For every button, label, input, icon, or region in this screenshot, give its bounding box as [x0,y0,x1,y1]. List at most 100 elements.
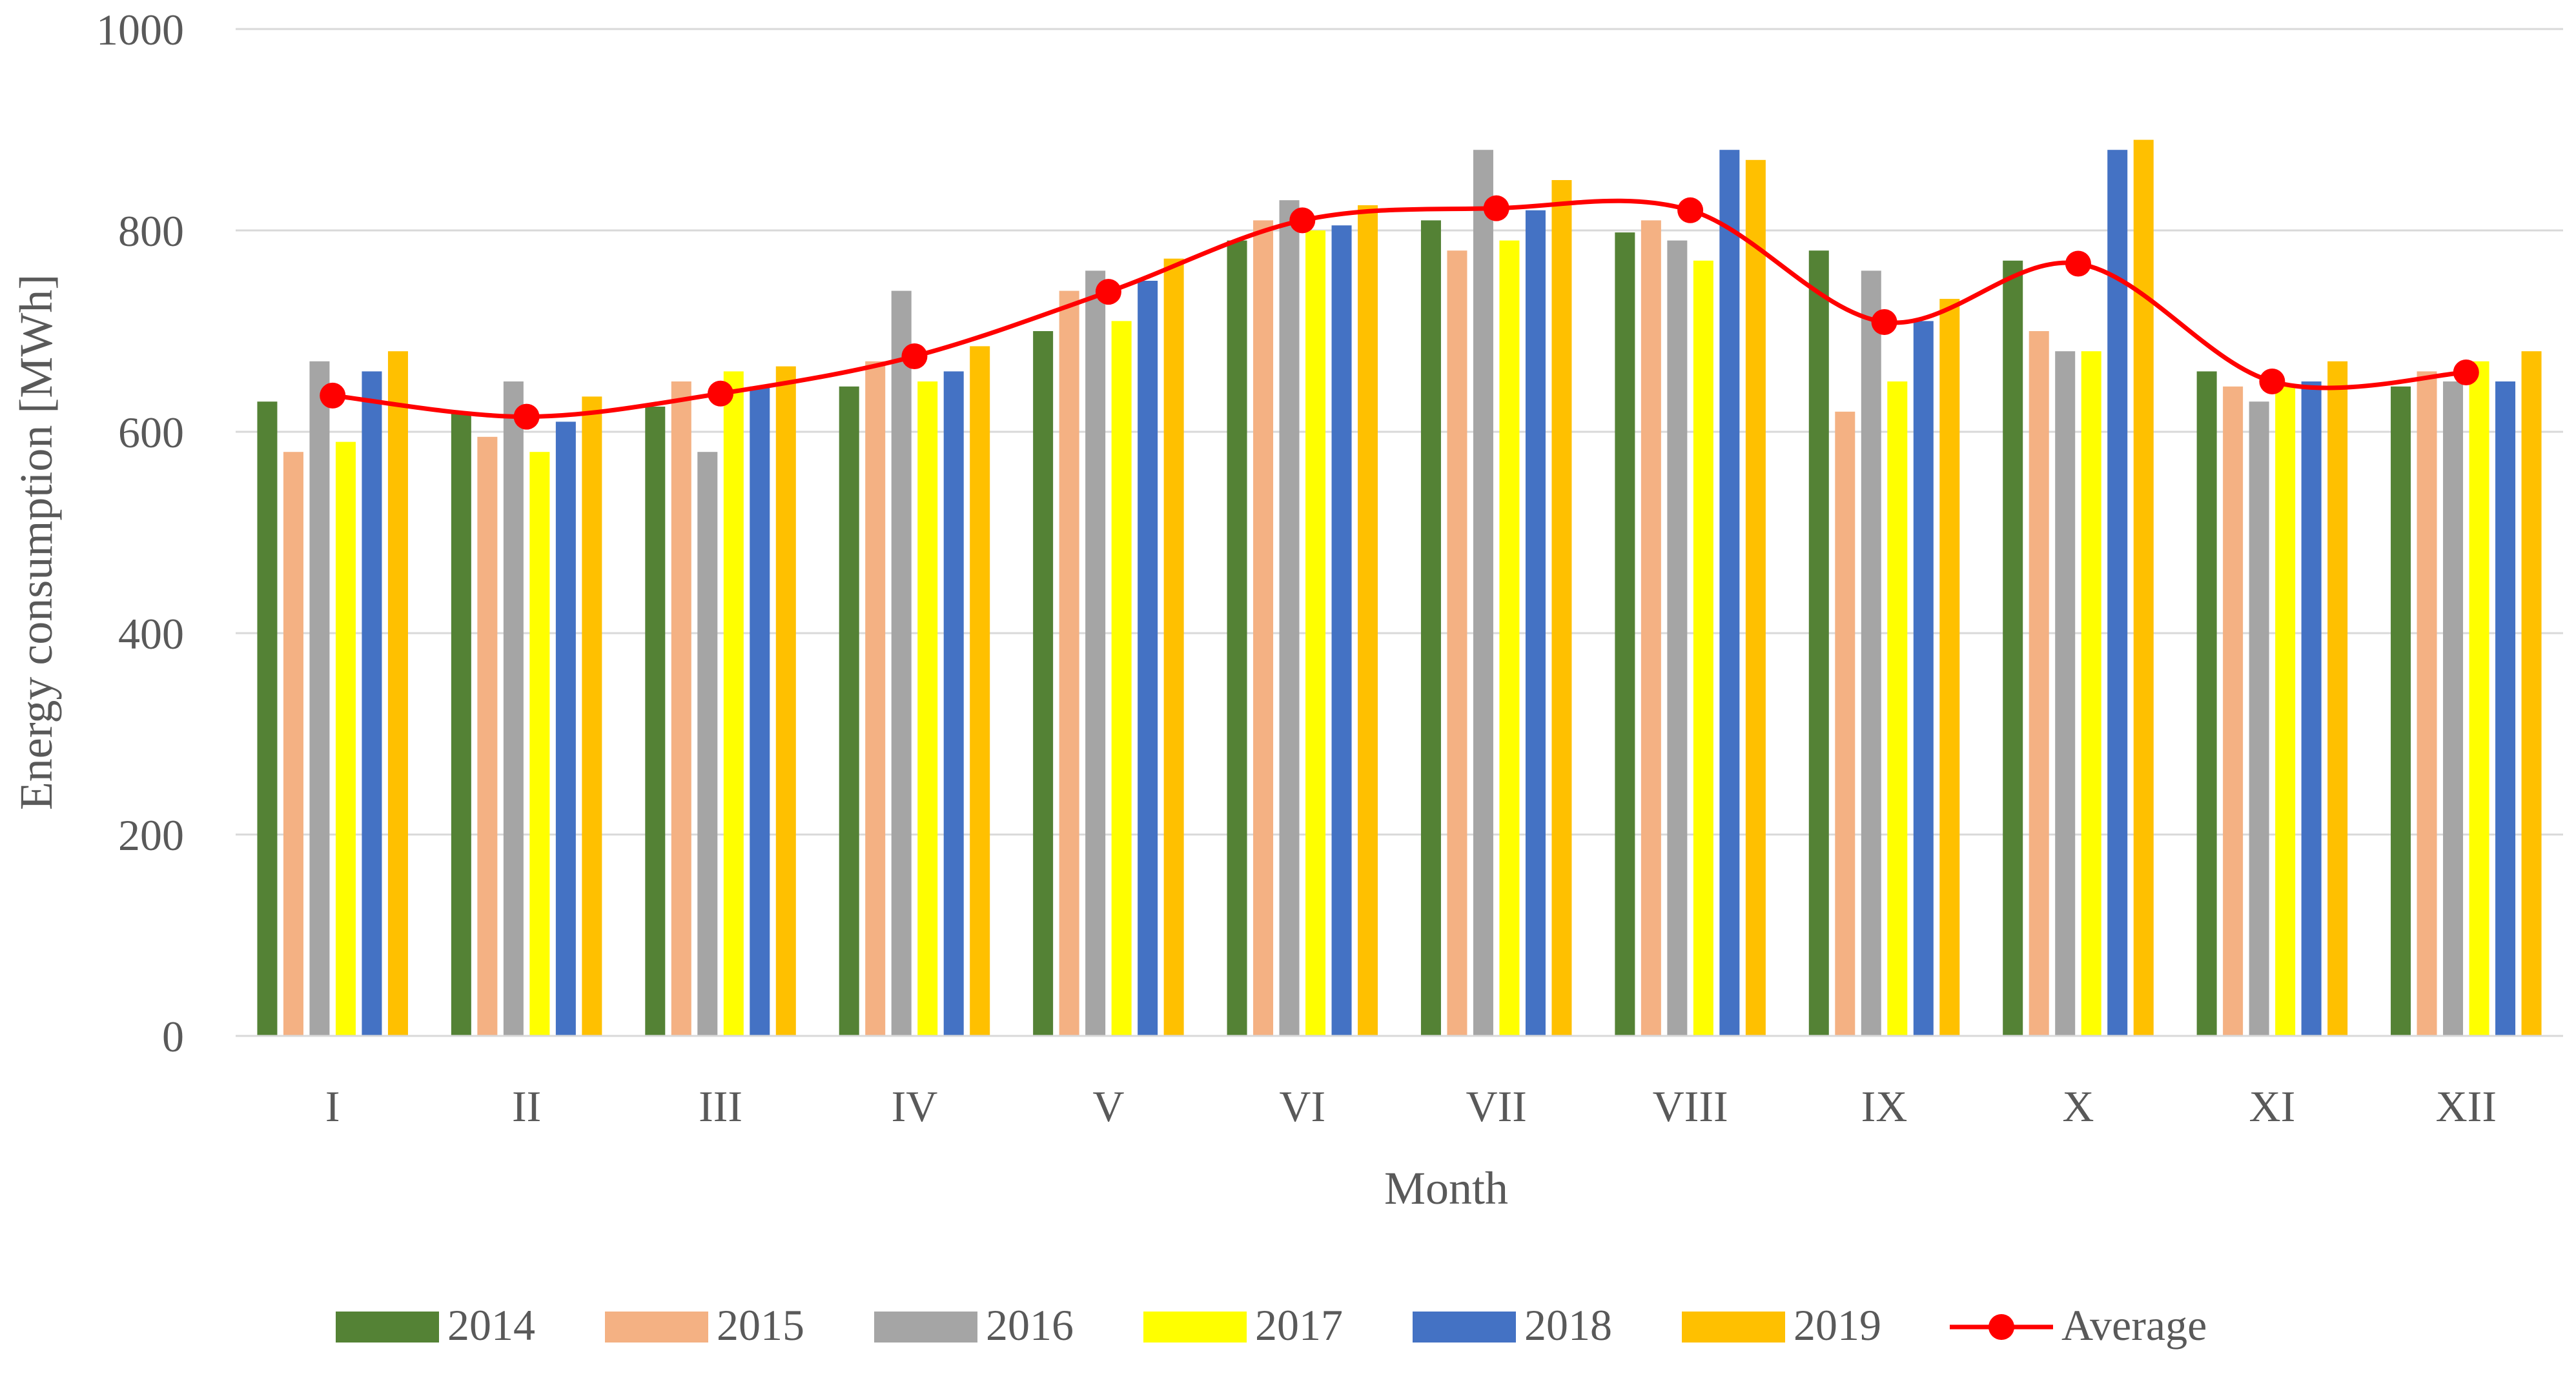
bar-2014-VI [1227,240,1247,1037]
bar-2015-VI [1253,220,1274,1036]
bar-2015-IV [865,361,886,1036]
bar-2016-II [503,381,524,1036]
y-tick-label: 800 [118,207,184,256]
bar-2017-II [529,452,550,1036]
legend-swatch-2016 [874,1312,977,1343]
bar-2014-I [257,401,278,1036]
bar-2017-I [335,441,356,1036]
bar-2014-V [1033,331,1054,1036]
legend-swatch-2017 [1143,1312,1247,1343]
y-tick-label: 400 [118,609,184,658]
bar-2016-III [697,452,718,1036]
average-marker-XII [2453,359,2479,385]
bar-2017-V [1111,321,1132,1036]
x-tick-label: V [1092,1082,1124,1131]
y-tick-label: 0 [162,1012,184,1061]
bar-2014-VIII [1615,232,1635,1036]
bar-2018-VII [1525,210,1546,1036]
x-tick-label: II [512,1082,541,1131]
bar-2014-XI [2196,371,2217,1036]
bar-2017-IX [1887,381,1908,1036]
x-tick-label: IV [892,1082,938,1131]
average-marker-VIII [1677,197,1704,223]
bar-2016-IX [1861,270,1881,1036]
average-marker-X [2065,250,2091,277]
bar-2018-XI [2301,381,2322,1036]
bar-2016-VIII [1667,240,1688,1037]
legend-label-2018: 2018 [1524,1301,1612,1350]
bar-2014-III [645,407,666,1036]
bar-2019-VIII [1745,159,1766,1036]
x-axis-label: Month [1384,1162,1508,1214]
x-axis-ticks: I II III IV V VI VII VIII IX X XI XII [325,1082,2497,1131]
bar-2014-XII [2391,386,2411,1036]
average-marker-IV [901,343,928,369]
legend-label-2015: 2015 [717,1301,804,1350]
bar-2016-VII [1473,150,1493,1037]
legend-label-2017: 2017 [1255,1301,1343,1350]
bars [257,139,2542,1037]
legend-swatch-2019 [1682,1312,1785,1343]
x-tick-label: VI [1279,1082,1325,1131]
bar-2014-II [451,411,471,1036]
bar-2016-IV [891,290,912,1037]
bar-2018-II [555,421,576,1036]
bar-2018-XII [2495,381,2516,1036]
x-tick-label: X [2062,1082,2094,1131]
bar-2019-V [1163,258,1184,1037]
bar-2017-XII [2469,361,2489,1036]
bar-2015-II [477,436,498,1036]
bar-2019-III [775,366,796,1036]
bar-2019-IX [1939,299,1960,1037]
legend: 2014 2015 2016 2017 2018 2019 Average [336,1301,2207,1350]
bar-2019-XII [2521,351,2542,1037]
bar-2018-X [2107,150,2128,1037]
y-tick-label: 200 [118,811,184,860]
bar-2018-III [750,386,770,1036]
y-tick-label: 1000 [96,5,184,54]
average-marker-VII [1483,195,1509,221]
bar-2016-XI [2249,401,2269,1036]
bar-2018-VI [1331,225,1352,1037]
bar-2017-III [723,371,744,1036]
bar-2015-VIII [1641,220,1661,1036]
bar-2018-VIII [1719,150,1740,1037]
bar-2014-IX [1808,250,1829,1037]
bar-2017-VI [1305,230,1326,1036]
bar-2018-V [1138,281,1158,1036]
bar-2019-X [2133,139,2154,1037]
bar-2014-VII [1420,220,1441,1036]
y-axis-label: Energy consumption [MWh] [10,274,62,811]
legend-label-2014: 2014 [447,1301,535,1350]
bar-2015-V [1059,290,1079,1037]
bar-2017-IV [917,381,938,1036]
average-line-path [332,198,2466,420]
gridlines [236,28,2563,836]
x-tick-label: I [325,1082,340,1131]
bar-2014-IV [839,386,859,1036]
bar-2016-VI [1279,200,1300,1037]
average-marker-III [708,380,734,407]
x-tick-label: XII [2436,1082,2497,1131]
y-axis-ticks: 0 200 400 600 800 1000 [96,5,184,1061]
average-marker-V [1095,279,1121,305]
bar-2017-VIII [1693,260,1713,1036]
bar-2015-VII [1447,250,1467,1037]
bar-2015-I [283,452,303,1036]
bar-2018-IX [1913,321,1934,1036]
legend-swatch-2014 [336,1312,439,1343]
average-line [320,195,2479,430]
bar-2018-IV [943,371,964,1036]
bar-2019-II [582,396,602,1036]
x-tick-label: III [699,1082,742,1131]
bar-2017-XI [2275,386,2296,1036]
bar-2016-I [309,361,330,1036]
bar-2015-XI [2223,386,2244,1036]
bar-2015-III [671,381,691,1036]
legend-label-2019: 2019 [1794,1301,1881,1350]
bar-2017-VII [1499,240,1520,1037]
bar-2019-XI [2327,361,2348,1036]
x-tick-label: IX [1861,1082,1908,1131]
bar-2019-IV [970,346,990,1036]
